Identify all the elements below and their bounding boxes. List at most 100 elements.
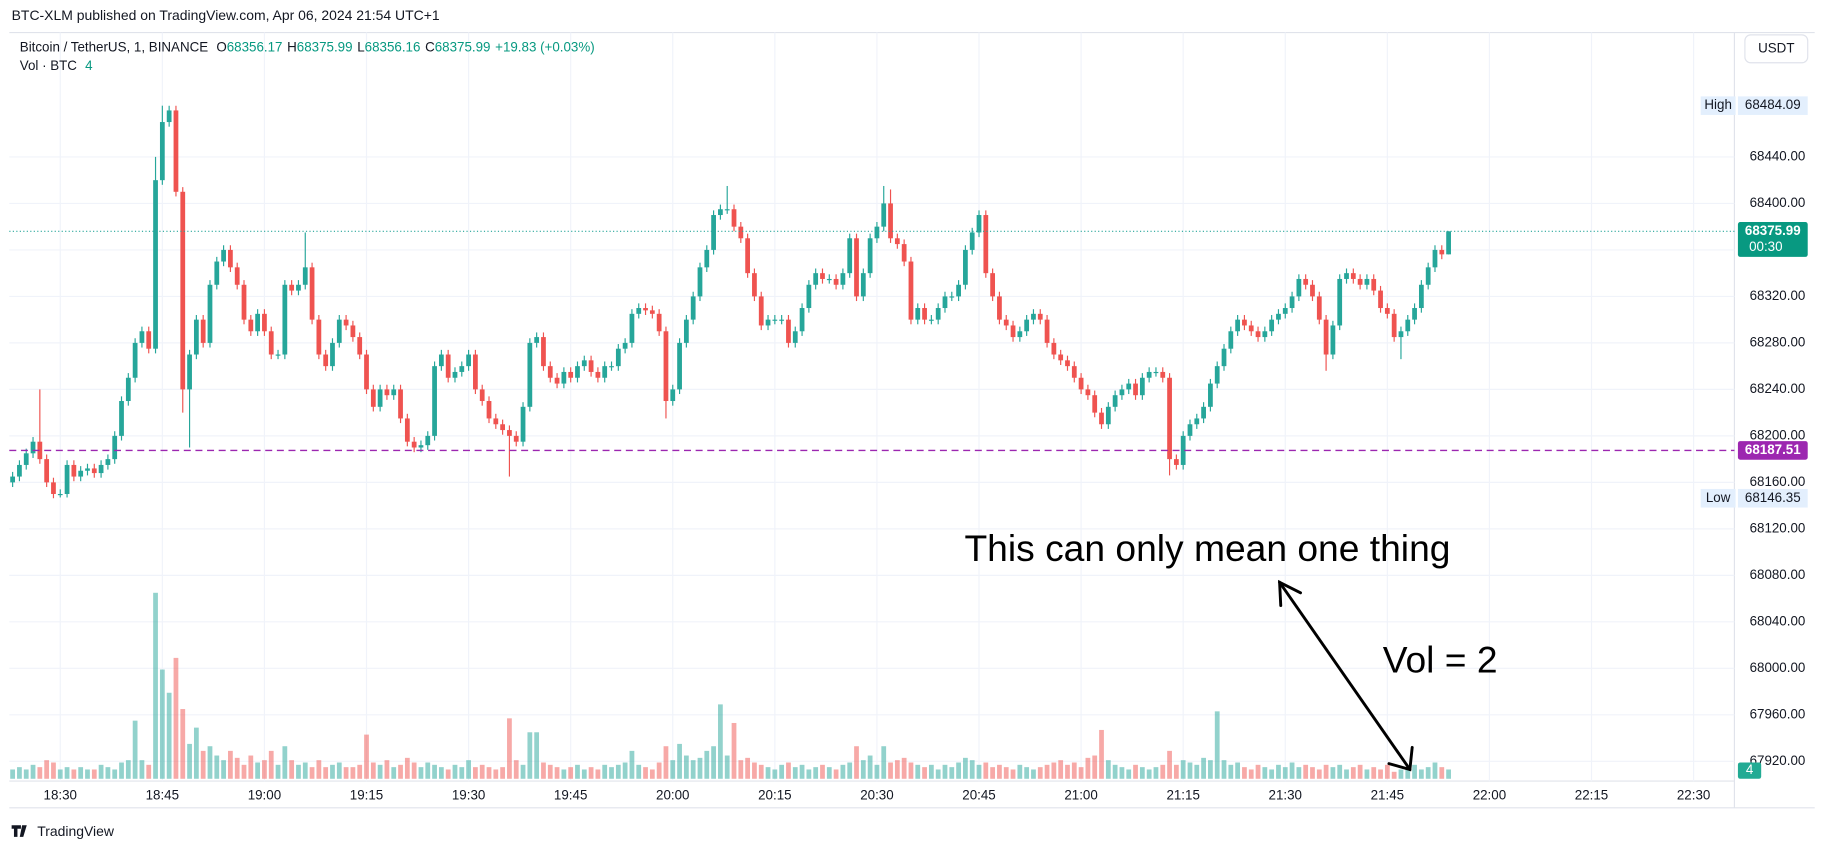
volume-bar [404, 757, 410, 779]
candle-body [473, 354, 478, 390]
volume-bar [997, 764, 1002, 779]
candle-body [799, 308, 805, 332]
volume-badge-value: 4 [1746, 762, 1754, 777]
y-tick-label: 68000.00 [1750, 660, 1806, 675]
candle-body [343, 319, 349, 326]
volume-bar [214, 755, 220, 779]
candle-body [500, 424, 506, 431]
candle-body [1446, 231, 1451, 255]
y-tick-label: 67960.00 [1750, 706, 1806, 721]
y-tick-label: 68080.00 [1750, 567, 1806, 582]
candle-body [323, 354, 329, 367]
volume-bar [711, 746, 716, 779]
volume-bar [752, 762, 757, 779]
volume-bar [1378, 769, 1383, 779]
volume-bar [561, 769, 567, 779]
candle-body [125, 377, 131, 402]
volume-bar [1180, 760, 1186, 779]
candle-body [1194, 418, 1200, 425]
candle-body [507, 430, 512, 436]
volume-bar [1398, 769, 1404, 779]
volume-bar [799, 764, 805, 779]
volume-bar [302, 762, 308, 779]
symbol-title: Bitcoin / TetherUS, 1, BINANCE [20, 39, 209, 54]
volume-bar [139, 760, 145, 779]
volume-bar [44, 760, 50, 779]
volume-bar [1105, 760, 1111, 779]
volume-bar [1031, 769, 1036, 779]
candle-body [302, 267, 308, 285]
volume-bar [1099, 729, 1104, 779]
volume-bar [656, 762, 662, 779]
volume-bar [867, 755, 873, 779]
annotation-arrow [1278, 579, 1414, 772]
candle-body [581, 360, 587, 367]
candle-body [234, 267, 240, 285]
high-value-box [1737, 96, 1808, 115]
candle-body [1350, 273, 1356, 279]
volume-bar [602, 764, 608, 779]
volume-bar [445, 769, 451, 779]
candle-body [894, 238, 900, 245]
volume-bar [207, 746, 213, 779]
brand-name: TradingView [37, 823, 115, 839]
volume-bar [486, 767, 492, 779]
volume-bar [1058, 760, 1064, 779]
currency-label[interactable]: USDT [1758, 40, 1794, 55]
candle-body [1276, 313, 1281, 320]
candle-body [527, 342, 533, 407]
candle-body [316, 319, 322, 355]
candle-body [1187, 424, 1193, 436]
volume-bar [813, 767, 819, 779]
candle-body [1092, 395, 1098, 413]
x-tick-label: 20:15 [758, 788, 791, 803]
candle-body [575, 366, 580, 378]
volume-bar [888, 762, 893, 779]
candle-body [1214, 366, 1220, 384]
publish-header: BTC-XLM published on TradingView.com, Ap… [12, 7, 440, 23]
volume-bar [1017, 764, 1023, 779]
candle-body [180, 191, 186, 390]
candle-body [207, 284, 213, 343]
volume-bar [1208, 760, 1213, 779]
candle-body [275, 354, 281, 356]
volume-bar [370, 762, 376, 779]
candle-body [915, 308, 921, 320]
candle-body [1112, 395, 1118, 407]
candle-body [1003, 319, 1009, 326]
volume-bar [500, 767, 506, 779]
volume-bar [78, 767, 84, 779]
candle-body [1432, 249, 1438, 268]
candle-body [432, 366, 437, 436]
candle-body [1371, 278, 1377, 291]
volume-bar [1065, 764, 1070, 779]
candle-body [1269, 319, 1275, 332]
volume-bar [1269, 769, 1275, 779]
candle-body [1153, 371, 1159, 374]
currency-button[interactable] [1744, 34, 1809, 64]
volume-bar [159, 669, 165, 779]
volume-bar [241, 764, 247, 779]
candle-body [1378, 290, 1383, 309]
candle-body [64, 464, 70, 494]
candle-body [1010, 325, 1016, 338]
low-value-box [1737, 488, 1808, 508]
volume-bar [1344, 769, 1349, 779]
candle-body [37, 441, 43, 460]
volume-bar [745, 757, 751, 779]
volume-bar [1133, 764, 1138, 779]
x-tick-label: 21:15 [1166, 788, 1199, 803]
volume-bar [105, 767, 111, 779]
volume-bar [398, 764, 403, 779]
candle-body [997, 296, 1002, 320]
candle-body [248, 319, 254, 332]
annotation-text: Vol = 2 [1383, 638, 1498, 680]
change-label: +19.83 (+0.03%) [495, 39, 595, 54]
volume-bar [1071, 762, 1077, 779]
candle-body [976, 215, 982, 233]
volume-bar [507, 718, 512, 779]
y-tick-label: 68440.00 [1750, 148, 1806, 163]
volume-bar [234, 757, 240, 779]
volume-bar [1255, 764, 1261, 779]
low-value: 68356.16 [365, 39, 421, 54]
